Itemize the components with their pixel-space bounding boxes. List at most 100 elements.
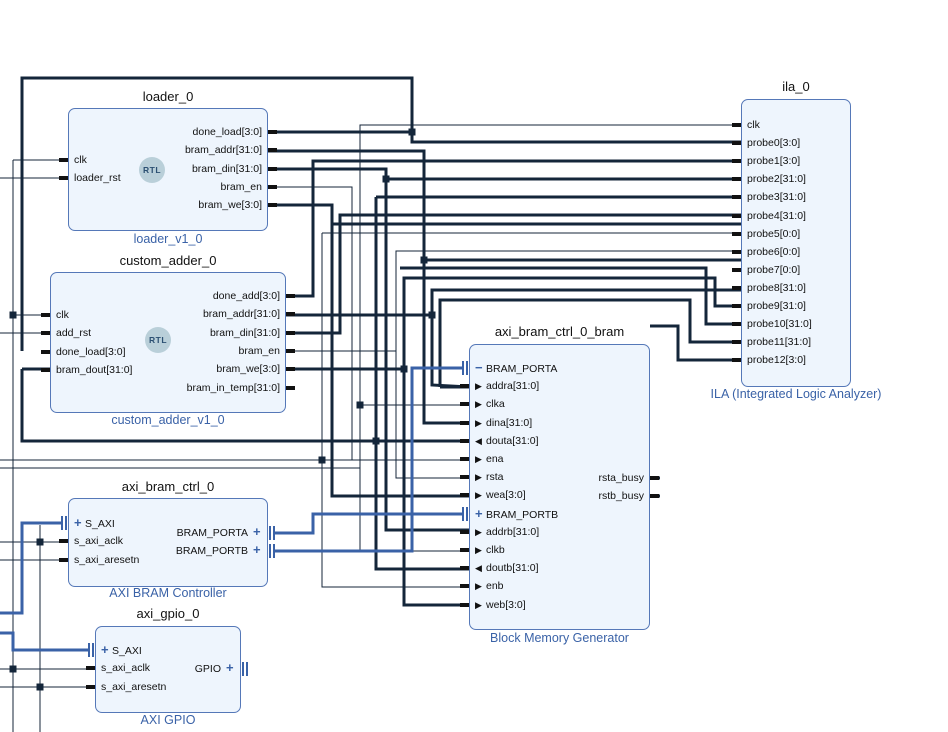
port-bram-in[interactable]: ▶ web[3:0] — [475, 599, 526, 611]
port-pin[interactable] — [460, 566, 469, 571]
port-ila-in[interactable]: clk — [747, 119, 760, 131]
port-bram-in[interactable]: ▶ enb — [475, 580, 504, 592]
gpio-block[interactable] — [95, 626, 241, 713]
port-adder-in[interactable]: done_load[3:0] — [56, 346, 125, 358]
net-wire[interactable] — [359, 124, 741, 406]
port-bram-out[interactable]: rsta_busy — [598, 472, 644, 484]
net-wire[interactable] — [438, 298, 741, 387]
axi-bus-wire[interactable] — [0, 521, 62, 615]
port-pin[interactable] — [86, 666, 95, 671]
port-adder-out[interactable]: bram_in_temp[31:0] — [187, 382, 280, 394]
port-pin[interactable] — [286, 385, 295, 390]
net-wire[interactable] — [422, 260, 469, 425]
port-pin[interactable] — [268, 130, 277, 134]
net-wire[interactable] — [430, 315, 470, 389]
port-pin[interactable] — [460, 475, 469, 480]
net-wire[interactable] — [286, 159, 741, 298]
net-wire[interactable] — [650, 324, 741, 362]
port-pin[interactable] — [460, 420, 469, 425]
port-pin[interactable] — [732, 123, 741, 127]
port-pin[interactable] — [286, 348, 295, 353]
port-pin[interactable] — [650, 494, 659, 499]
port-pin[interactable] — [732, 358, 741, 363]
port-pin[interactable] — [41, 331, 50, 336]
port-pin[interactable] — [460, 548, 469, 552]
port-bram-in[interactable]: ▶ rsta — [475, 471, 504, 483]
port-ila-in[interactable]: probe12[3:0] — [747, 354, 806, 366]
port-bram-in[interactable]: ▶ clka — [475, 398, 505, 410]
port-adder-out[interactable]: done_add[3:0] — [213, 290, 280, 302]
port-adder-out[interactable]: bram_addr[31:0] — [203, 308, 280, 320]
port-pin[interactable] — [732, 159, 741, 164]
port-pin[interactable] — [460, 384, 469, 389]
port-pin[interactable] — [41, 313, 50, 317]
net-wire[interactable] — [286, 213, 741, 335]
port-pin[interactable] — [286, 330, 295, 335]
port-pin[interactable] — [59, 539, 68, 544]
bram-ip-name[interactable]: Block Memory Generator — [490, 631, 629, 645]
port-adder-in[interactable]: add_rst — [56, 327, 91, 339]
port-adder-out[interactable]: bram_we[3:0] — [216, 363, 280, 375]
port-loader-out[interactable]: done_load[3:0] — [193, 126, 262, 138]
port-ila-in[interactable]: probe3[31:0] — [747, 191, 806, 203]
bram-block[interactable] — [469, 344, 650, 630]
port-gpio-out[interactable]: GPIO — [195, 663, 221, 675]
net-wire[interactable] — [395, 351, 469, 479]
port-pin[interactable] — [732, 267, 741, 272]
port-adder-out[interactable]: bram_en — [239, 345, 280, 357]
port-bram-in[interactable]: ◀ douta[31:0] — [475, 435, 539, 447]
net-wire[interactable] — [402, 369, 469, 607]
loader-ip-name[interactable]: loader_v1_0 — [133, 232, 203, 246]
port-gpio-in[interactable]: s_axi_aclk — [101, 662, 150, 674]
port-ila-in[interactable]: probe6[0:0] — [747, 246, 800, 258]
port-loader-in[interactable]: clk — [74, 154, 87, 166]
net-wire[interactable] — [268, 149, 741, 262]
port-pin[interactable] — [460, 529, 469, 534]
port-ila-in[interactable]: probe0[3:0] — [747, 137, 800, 149]
net-wire[interactable] — [268, 167, 741, 181]
port-pin[interactable] — [460, 602, 469, 607]
port-adder-out[interactable]: bram_din[31:0] — [210, 327, 280, 339]
port-pin[interactable] — [732, 231, 741, 236]
port-ila-in[interactable]: probe2[31:0] — [747, 173, 806, 185]
port-ctrl-in[interactable]: s_axi_aclk — [74, 535, 123, 547]
port-pin[interactable] — [268, 148, 277, 153]
net-wire[interactable] — [286, 276, 741, 371]
port-loader-out[interactable]: bram_we[3:0] — [198, 199, 262, 211]
port-pin[interactable] — [286, 367, 295, 372]
port-pin[interactable] — [732, 304, 741, 308]
port-gpio-in[interactable]: + S_AXI — [101, 643, 142, 657]
port-pin[interactable] — [268, 203, 277, 208]
port-bram-in[interactable]: + BRAM_PORTB — [475, 507, 558, 521]
gpio-ip-name[interactable]: AXI GPIO — [140, 713, 196, 727]
port-pin[interactable] — [732, 195, 741, 200]
net-wire[interactable] — [286, 288, 741, 317]
port-loader-out[interactable]: bram_addr[31:0] — [185, 144, 262, 156]
loader-block[interactable] — [68, 108, 268, 231]
adder-ip-name[interactable]: custom_adder_v1_0 — [111, 413, 225, 427]
port-adder-in[interactable]: bram_dout[31:0] — [56, 364, 132, 376]
port-pin[interactable] — [286, 312, 295, 317]
port-ctrl-in[interactable]: + S_AXI — [74, 516, 115, 530]
port-pin[interactable] — [732, 213, 741, 218]
port-ila-in[interactable]: probe10[31:0] — [747, 318, 812, 330]
port-pin[interactable] — [650, 476, 659, 480]
port-ila-in[interactable]: probe9[31:0] — [747, 300, 806, 312]
port-ctrl-out[interactable]: BRAM_PORTA — [177, 527, 248, 539]
port-bram-in[interactable]: ▶ ena — [475, 453, 504, 465]
port-ila-in[interactable]: probe4[31:0] — [747, 210, 806, 222]
port-ila-in[interactable]: probe7[0:0] — [747, 264, 800, 276]
port-ila-in[interactable]: probe11[31:0] — [747, 336, 811, 348]
port-bram-in[interactable]: ▶ clkb — [475, 544, 505, 556]
port-pin[interactable] — [732, 285, 741, 290]
port-pin[interactable] — [268, 166, 277, 171]
port-pin[interactable] — [460, 493, 469, 498]
port-ctrl-in[interactable]: s_axi_aresetn — [74, 554, 139, 566]
net-wire[interactable] — [384, 179, 469, 532]
ila-block[interactable] — [741, 99, 851, 387]
port-pin[interactable] — [460, 438, 469, 443]
port-pin[interactable] — [732, 322, 741, 327]
port-pin[interactable] — [732, 340, 741, 345]
net-wire[interactable] — [20, 76, 741, 351]
port-pin[interactable] — [732, 141, 741, 146]
